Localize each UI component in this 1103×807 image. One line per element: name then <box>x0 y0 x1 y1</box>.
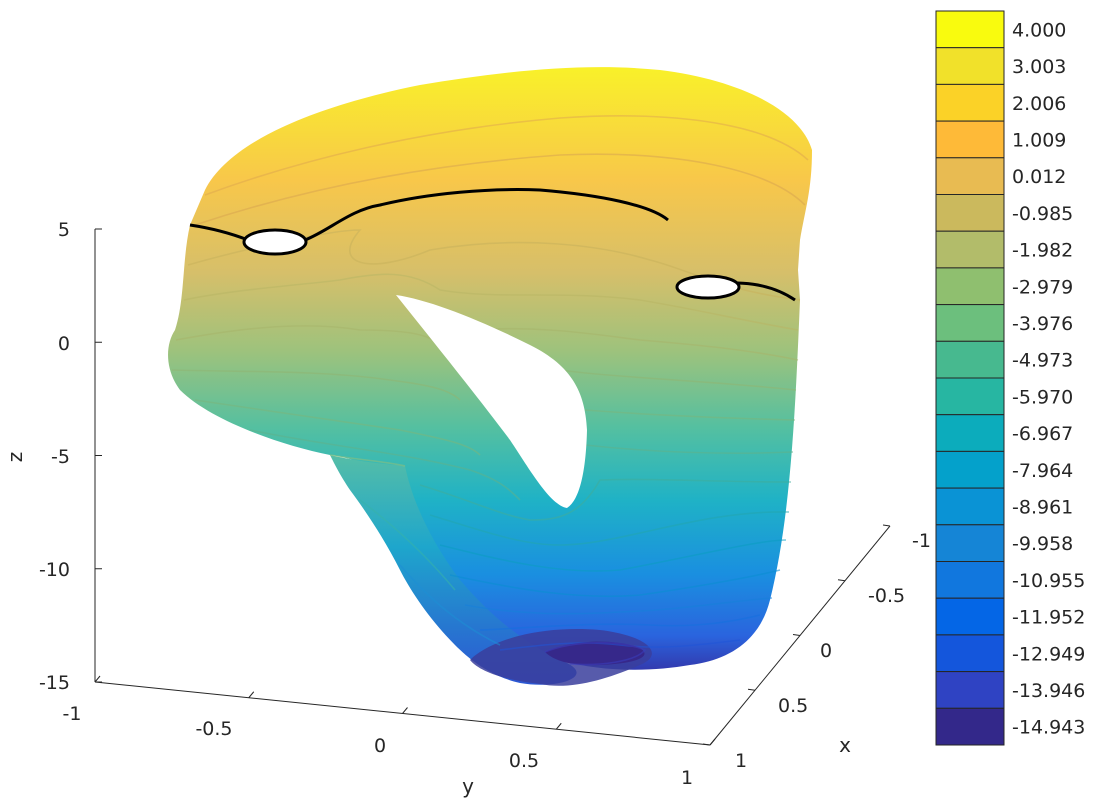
y-tick-label: 0.5 <box>509 750 539 772</box>
colorbar-label: 3.003 <box>1012 56 1066 78</box>
tick-mark <box>94 675 101 683</box>
hole-left <box>242 228 308 256</box>
colorbar-label: -13.946 <box>1012 680 1085 702</box>
colorbar-label: -6.967 <box>1012 423 1073 445</box>
colorbar-swatch <box>935 414 1005 452</box>
tick-mark <box>792 634 801 636</box>
hole-right <box>675 274 741 300</box>
colorbar-swatch <box>935 47 1005 85</box>
x-tick-label: 1 <box>735 750 747 772</box>
colorbar-label: -5.970 <box>1012 386 1073 408</box>
colorbar-swatch <box>935 450 1005 489</box>
tick-mark <box>402 707 408 714</box>
colorbar-label: 2.006 <box>1012 93 1066 115</box>
colorbar-swatch <box>935 304 1005 342</box>
tick-mark <box>882 524 891 527</box>
colorbar-label: 4.000 <box>1012 19 1066 41</box>
colorbar-swatch <box>935 10 1005 49</box>
tick-mark <box>248 691 255 699</box>
colorbar: 4.000 3.003 2.006 1.009 0.012 -0.985 -1.982 -2.… <box>935 10 1085 746</box>
z-axis-label: z <box>3 452 27 463</box>
colorbar-label: -11.952 <box>1012 607 1085 629</box>
x-tick-labels: -1 -0.5 0 0.5 1 <box>735 530 931 772</box>
x-axis-label: x <box>839 733 851 757</box>
colorbar-swatch <box>935 230 1005 269</box>
tick-mark <box>747 688 756 691</box>
colorbar-swatch <box>935 340 1005 379</box>
y-tick-label: 0 <box>374 735 386 757</box>
surface-bottom-inner <box>545 641 645 666</box>
tick-mark <box>837 579 846 582</box>
colorbar-label: -1.982 <box>1012 240 1073 262</box>
colorbar-label: -14.943 <box>1012 717 1085 739</box>
y-tick-label: 1 <box>681 767 693 789</box>
tick-marks <box>94 228 891 746</box>
colorbar-swatch <box>935 267 1005 306</box>
contour-lines <box>171 115 809 666</box>
colorbar-swatch <box>935 487 1005 526</box>
colorbar-swatch <box>935 561 1005 599</box>
x-tick-label: -0.5 <box>868 585 905 607</box>
z-tick-label: 5 <box>58 219 70 241</box>
colorbar-swatch <box>935 377 1005 416</box>
colorbar-swatch <box>935 194 1005 232</box>
colorbar-swatch <box>935 157 1005 196</box>
colorbar-label: -2.979 <box>1012 276 1073 298</box>
tick-mark <box>555 722 562 730</box>
colorbar-swatch <box>935 707 1005 746</box>
z-tick-label: -5 <box>51 446 70 468</box>
y-axis-label: y <box>462 774 474 798</box>
y-tick-label: -0.5 <box>195 718 232 740</box>
colorbar-swatch <box>935 597 1005 636</box>
colorbar-label: -3.976 <box>1012 313 1073 335</box>
hole-center <box>396 295 587 508</box>
y-tick-labels: -1 -0.5 0 0.5 1 <box>63 703 694 789</box>
surface-flap <box>330 455 577 685</box>
colorbar-swatch <box>935 671 1005 709</box>
tick-mark <box>702 743 711 746</box>
colorbar-label: -7.964 <box>1012 460 1073 482</box>
x-tick-label: 0.5 <box>778 695 808 717</box>
colorbar-label: -8.961 <box>1012 496 1073 518</box>
surface <box>168 67 812 686</box>
tick-mark <box>709 738 716 746</box>
colorbar-label: -4.973 <box>1012 350 1073 372</box>
colorbar-label: 0.012 <box>1012 166 1066 188</box>
y-tick-label: -1 <box>63 703 82 725</box>
colorbar-label: -0.985 <box>1012 203 1073 225</box>
colorbar-label: -12.949 <box>1012 643 1085 665</box>
z-tick-labels: 5 0 -5 -10 -15 <box>39 219 70 694</box>
z-tick-label: 0 <box>58 333 70 355</box>
x-tick-label: 0 <box>820 640 832 662</box>
colorbar-label: 1.009 <box>1012 129 1066 151</box>
z-tick-label: -10 <box>39 559 70 581</box>
colorbar-label: -10.955 <box>1012 570 1085 592</box>
colorbar-swatch <box>935 634 1005 673</box>
colorbar-swatch <box>935 524 1005 562</box>
colorbar-swatch <box>935 120 1005 159</box>
colorbar-label: -9.958 <box>1012 533 1073 555</box>
x-tick-label: -1 <box>912 530 931 552</box>
colorbar-swatch <box>935 83 1005 122</box>
z-tick-label: -15 <box>39 672 70 694</box>
